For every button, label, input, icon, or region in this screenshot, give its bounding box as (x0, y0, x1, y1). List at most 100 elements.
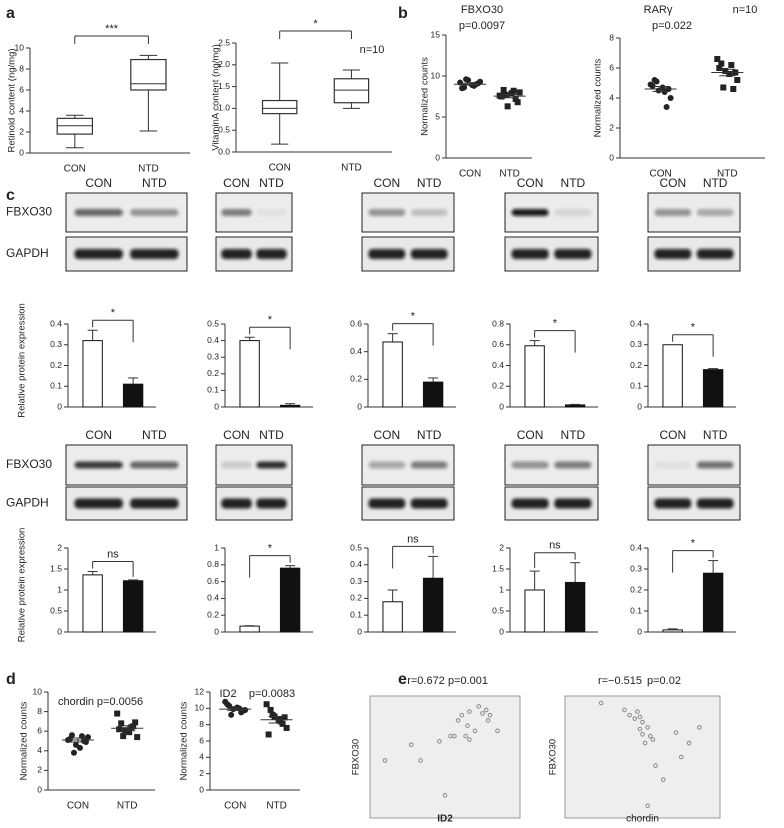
point (632, 716, 638, 721)
y-tick-label: 4 (199, 752, 204, 762)
point (459, 712, 465, 718)
y-tick-label: 0.4 (207, 593, 219, 603)
y-tick-label: 0.2 (630, 360, 642, 370)
y-tick-label: 0.4 (350, 559, 362, 569)
blot-band (511, 461, 549, 469)
y-tick-label: 0.1 (50, 381, 62, 391)
bar (122, 580, 144, 633)
y-tick-label: 0.4 (492, 360, 504, 370)
y-tick-label: 8 (609, 32, 614, 42)
point (647, 733, 653, 739)
blot-band (654, 209, 692, 216)
significance: ns (549, 540, 561, 552)
point (720, 84, 727, 91)
point (635, 709, 640, 714)
blot-band (221, 209, 252, 216)
y-tick-label: 0.1 (350, 609, 362, 619)
point (483, 707, 489, 713)
y-tick-label: 4 (37, 745, 42, 755)
y-tick-label: 0 (19, 147, 24, 157)
point (598, 700, 604, 706)
y-tick-label: 0.4 (50, 318, 62, 328)
y-tick-label: 0 (199, 784, 204, 794)
lane-label: CON (223, 176, 250, 190)
bar (564, 581, 586, 633)
y-tick-label: 0 (57, 626, 62, 636)
significance: ns (107, 548, 119, 560)
y-tick-label: 6 (609, 62, 614, 72)
panel-label: b (398, 5, 408, 22)
point (650, 737, 656, 742)
x-tick-label: NTD (266, 801, 287, 812)
y-tick-label: 0.2 (207, 609, 219, 619)
blot-band (130, 461, 179, 469)
x-tick-label: CON (67, 801, 89, 812)
y-tick-label: 0.6 (492, 339, 504, 349)
significance: * (268, 543, 273, 555)
y-tick-label: 0.4 (630, 542, 642, 552)
y-axis-label: Normalized counts (420, 57, 431, 136)
point (452, 733, 457, 739)
lane-label: CON (85, 176, 112, 190)
blot-band (368, 461, 406, 469)
y-axis-label: Normalized counts (19, 701, 30, 780)
y-tick-label: 2 (499, 542, 504, 552)
point (673, 730, 679, 735)
lane-label: NTD (561, 428, 586, 442)
point (504, 103, 511, 110)
bar (422, 381, 444, 408)
bar (382, 341, 403, 408)
blot-band (256, 461, 287, 469)
lane-label: NTD (561, 176, 586, 190)
bar (524, 345, 545, 408)
significance: * (411, 311, 416, 323)
point (472, 728, 478, 734)
x-tick-label: NTD (341, 163, 362, 174)
point (697, 725, 702, 730)
panel-label: a (6, 5, 15, 22)
blot-band (74, 498, 123, 509)
y-tick-label: 2 (57, 542, 62, 552)
y-tick-label: 5 (435, 111, 440, 121)
y-tick-label: 10 (431, 70, 441, 80)
y-tick-label: 0.1 (207, 385, 219, 395)
point (267, 706, 274, 713)
point (132, 719, 139, 726)
box (56, 117, 94, 135)
blot-band (410, 461, 448, 469)
bar (82, 340, 103, 408)
blot-band (74, 461, 123, 469)
blot-band (368, 249, 406, 259)
bar (382, 601, 403, 633)
y-tick-label: 10 (195, 703, 205, 713)
y-tick-label: 0.6 (350, 318, 362, 328)
significance: * (111, 307, 116, 319)
p-value: p=0.0083 (249, 688, 295, 700)
y-tick-label: 2 (19, 126, 24, 136)
y-tick-label: 2 (609, 122, 614, 132)
y-axis-label: FBXO30 (351, 739, 362, 775)
point (653, 78, 660, 85)
point (269, 711, 276, 718)
point (263, 701, 270, 708)
significance: * (691, 322, 696, 334)
point (116, 726, 123, 733)
point (734, 77, 741, 83)
sample-size: n=10 (733, 4, 758, 16)
bar (662, 629, 683, 633)
y-tick-label: 0.2 (207, 368, 219, 378)
significance: * (553, 318, 558, 330)
y-tick-label: 0 (609, 152, 614, 162)
y-tick-label: 0.8 (492, 318, 504, 328)
chart-title: RARγ (644, 4, 673, 16)
y-tick-label: 6 (199, 735, 204, 745)
chart-title: r=0.672 (407, 675, 445, 687)
point (516, 89, 523, 96)
point (637, 714, 643, 720)
x-axis-label: ID2 (437, 814, 453, 825)
bar (524, 589, 545, 633)
y-tick-label: 15 (431, 29, 441, 39)
box (261, 99, 298, 115)
chart-title: r=−0.515 (598, 675, 642, 687)
lane-label: CON (374, 428, 401, 442)
